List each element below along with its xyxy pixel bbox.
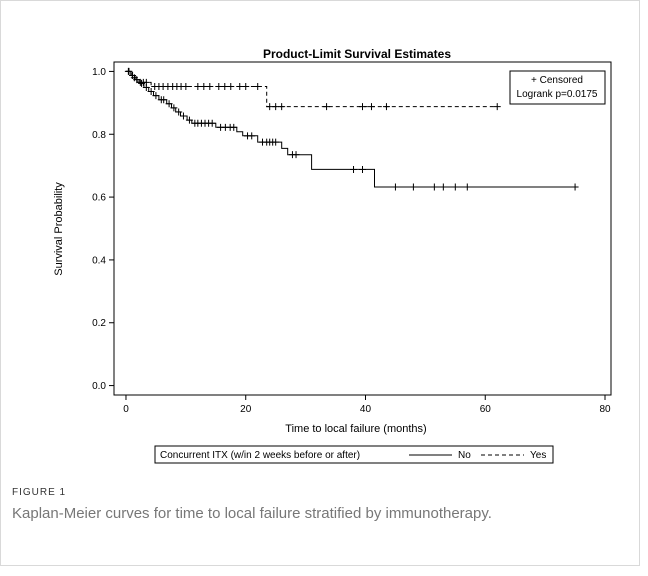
y-tick-label: 0.6 [92,193,106,204]
censor-mark-yes [182,83,190,91]
censor-mark-yes [227,83,235,91]
y-axis-label: Survival Probability [53,182,65,276]
censor-mark-yes [382,103,390,111]
plot-area-frame [113,61,612,396]
chart-title: Product-Limit Survival Estimates [263,47,451,61]
x-tick-label: 40 [360,404,372,415]
x-axis-label: Time to local failure (months) [285,423,426,435]
censor-mark-no [359,165,366,173]
censor-mark-yes [200,83,208,91]
legend-title: Concurrent ITX (w/in 2 weeks before or a… [160,450,360,461]
censor-mark-no [451,183,459,191]
survival-curve-no [126,70,579,188]
legend-label-yes: Yes [530,450,546,461]
x-tick-label: 60 [480,404,492,415]
figure-label: FIGURE 1 [12,487,67,498]
censor-mark-yes [266,103,274,111]
series-layer [124,67,579,191]
censor-mark-no [152,92,160,100]
figure-caption: Kaplan-Meier curves for time to local fa… [12,505,492,522]
censor-mark-yes [278,103,286,111]
y-tick-label: 1.0 [92,67,106,78]
censor-mark-yes [367,103,375,111]
censor-mark-yes [323,103,331,111]
censor-mark-yes [359,103,366,111]
censor-mark-no [160,96,168,104]
censor-mark-no [439,183,447,191]
censor-mark-no [292,151,300,159]
censor-mark-no [138,79,146,87]
x-tick-label: 80 [599,404,611,415]
censor-mark-yes [236,83,244,91]
censor-mark-no [165,100,173,108]
censor-mark-no [571,183,579,191]
censor-mark-no [248,132,256,140]
legend-frame [154,445,554,464]
censor-mark-yes [242,83,250,91]
censor-mark-no [175,108,183,116]
censor-mark-no [409,183,417,191]
censor-mark-yes [194,83,202,91]
censor-mark-yes [130,74,138,82]
censor-mark-yes [142,78,150,86]
censor-mark-yes [254,83,262,91]
survival-chart: Product-Limit Survival Estimates 0.00.20… [53,47,612,464]
censor-mark-yes [272,103,280,111]
y-tick-label: 0.0 [92,381,106,392]
x-tick-label: 0 [123,404,129,415]
y-tick-label: 0.8 [92,130,106,141]
censor-mark-yes [493,103,501,111]
logrank-label: Logrank p=0.0175 [517,89,598,100]
censor-mark-no [391,183,399,191]
legend: Concurrent ITX (w/in 2 weeks before or a… [154,445,554,464]
censor-mark-no [430,183,438,191]
y-tick-label: 0.2 [92,318,106,329]
censor-mark-yes [215,83,223,91]
censor-mark-no [463,183,471,191]
inset-frame [509,70,606,105]
censor-mark-no [350,165,358,173]
censored-label: + Censored [531,75,583,86]
censor-mark-no [179,112,187,120]
legend-label-no: No [458,450,471,461]
inset-box: + Censored Logrank p=0.0175 [509,70,606,105]
y-axis: 0.0 0.2 0.4 0.6 0.8 1.0 [92,67,114,392]
censor-mark-no [170,104,178,112]
censor-mark-yes [206,83,214,91]
censor-mark-yes [221,83,229,91]
survival-curve-yes [126,70,498,108]
censor-mark-no [147,88,155,96]
y-tick-label: 0.4 [92,255,106,266]
x-axis: 0 20 40 60 80 [123,395,611,415]
censor-mark-no [272,138,280,146]
censor-mark-no [230,123,238,131]
censor-mark-yes [125,67,133,75]
x-tick-label: 20 [240,404,252,415]
censor-mark-no [208,119,216,127]
censor-mark-no [185,116,193,124]
